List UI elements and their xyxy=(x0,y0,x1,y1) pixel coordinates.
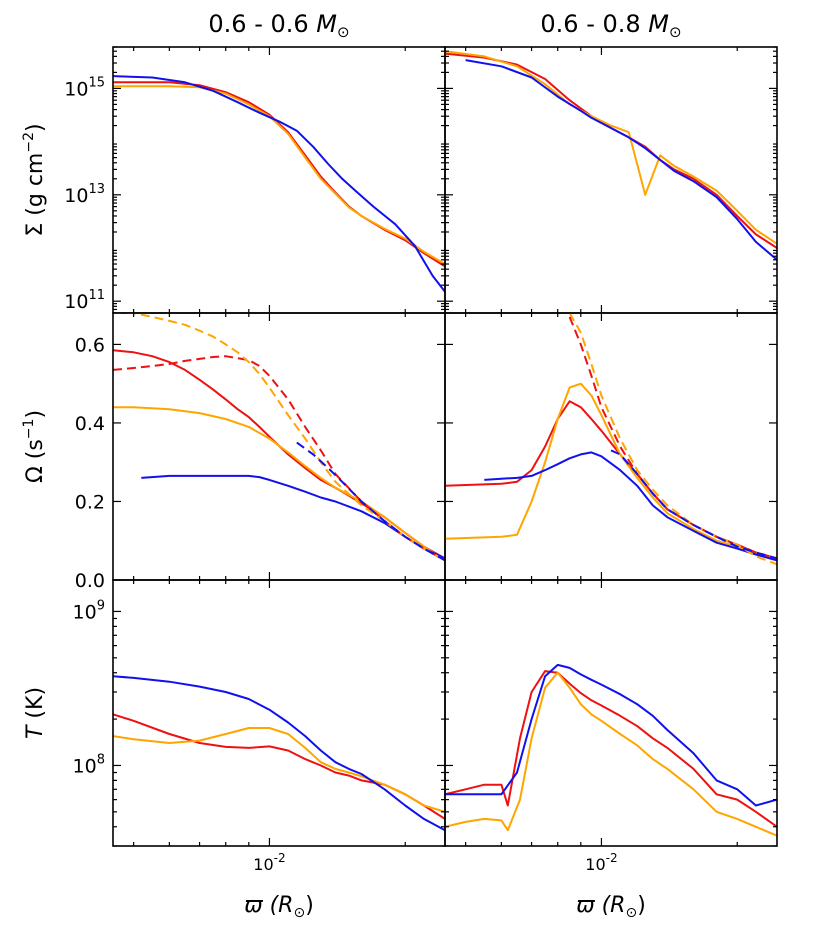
temp-right-xtick-label: 10-2 xyxy=(585,851,617,874)
omega-left-series-blue-solid xyxy=(141,474,445,560)
omega-left-ylabel: Ω (s−1) xyxy=(21,410,48,483)
omega-left-ytick-label: 0.2 xyxy=(75,491,105,513)
sigma-left-ytick-label: 1013 xyxy=(64,182,105,207)
temp-left-ytick-label: 108 xyxy=(73,752,105,777)
temp-right-series-orange-solid xyxy=(445,671,777,837)
omega-left-series-red-dashed xyxy=(113,355,445,562)
sigma-right-series-orange-solid xyxy=(445,50,777,245)
column-title-1: 0.6 - 0.6 M⊙ xyxy=(208,10,349,41)
omega-left-series-orange-dashed xyxy=(113,313,445,562)
sigma-right-series-red-solid xyxy=(445,52,777,249)
sigma-left-series-orange-solid xyxy=(113,85,445,265)
omega-left-ytick-label: 0.4 xyxy=(75,413,105,435)
omega-left-ytick-label: 0.0 xyxy=(75,570,105,592)
sigma-left-ytick-label: 1011 xyxy=(64,288,105,313)
panel-omega-left: 0.6 0.4 0.2 0.0 Ω (s−1) xyxy=(21,312,446,592)
temp-right-xlabel: ϖ (R⊙) xyxy=(576,893,646,921)
temp-left-series-blue-solid xyxy=(113,675,445,832)
omega-left-series-red-solid xyxy=(113,349,445,560)
temp-right-series-blue-solid xyxy=(445,663,777,807)
omega-right-series-orange-solid xyxy=(445,382,777,560)
omega-left-series-orange-solid xyxy=(113,406,445,562)
omega-right-series-blue-dashed xyxy=(610,449,777,560)
omega-right-series-red-dashed xyxy=(568,316,777,560)
temp-right-series-red-solid xyxy=(445,670,777,828)
omega-right-series-blue-solid xyxy=(484,451,777,562)
omega-right-series-orange-dashed xyxy=(568,313,777,566)
sigma-left-series-blue-solid xyxy=(113,75,445,293)
sigma-left-ylabel: Σ (g cm−2) xyxy=(21,123,48,236)
temp-left-xlabel: ϖ (R⊙) xyxy=(244,893,314,921)
panel-omega-right xyxy=(444,312,778,581)
sigma-right-series-blue-solid xyxy=(465,59,777,261)
temp-left-frame xyxy=(112,579,446,847)
column-title-2: 0.6 - 0.8 M⊙ xyxy=(540,10,681,41)
temp-left-ylabel: T (K) xyxy=(23,687,48,739)
sigma-left-series-red-solid xyxy=(113,81,445,268)
temp-left-series-red-solid xyxy=(113,713,445,820)
temp-left-ytick-label: 109 xyxy=(73,598,105,623)
omega-left-series-blue-dashed xyxy=(296,441,445,562)
panel-sigma-left: 1015 1013 1011 Σ (g cm−2) xyxy=(21,46,446,314)
omega-left-ytick-label: 0.6 xyxy=(75,334,105,356)
panel-temp-right: 10-2 ϖ (R⊙) xyxy=(444,579,778,921)
sigma-right-frame xyxy=(444,46,778,314)
panel-sigma-right xyxy=(444,46,778,314)
panel-temp-left: 109 108 T (K) 10-2 ϖ (R⊙) xyxy=(23,579,446,921)
temp-right-frame xyxy=(444,579,778,847)
sigma-left-ytick-label: 1015 xyxy=(64,75,105,100)
temp-left-series-orange-solid xyxy=(113,727,445,813)
temp-left-xtick-label: 10-2 xyxy=(253,851,285,874)
